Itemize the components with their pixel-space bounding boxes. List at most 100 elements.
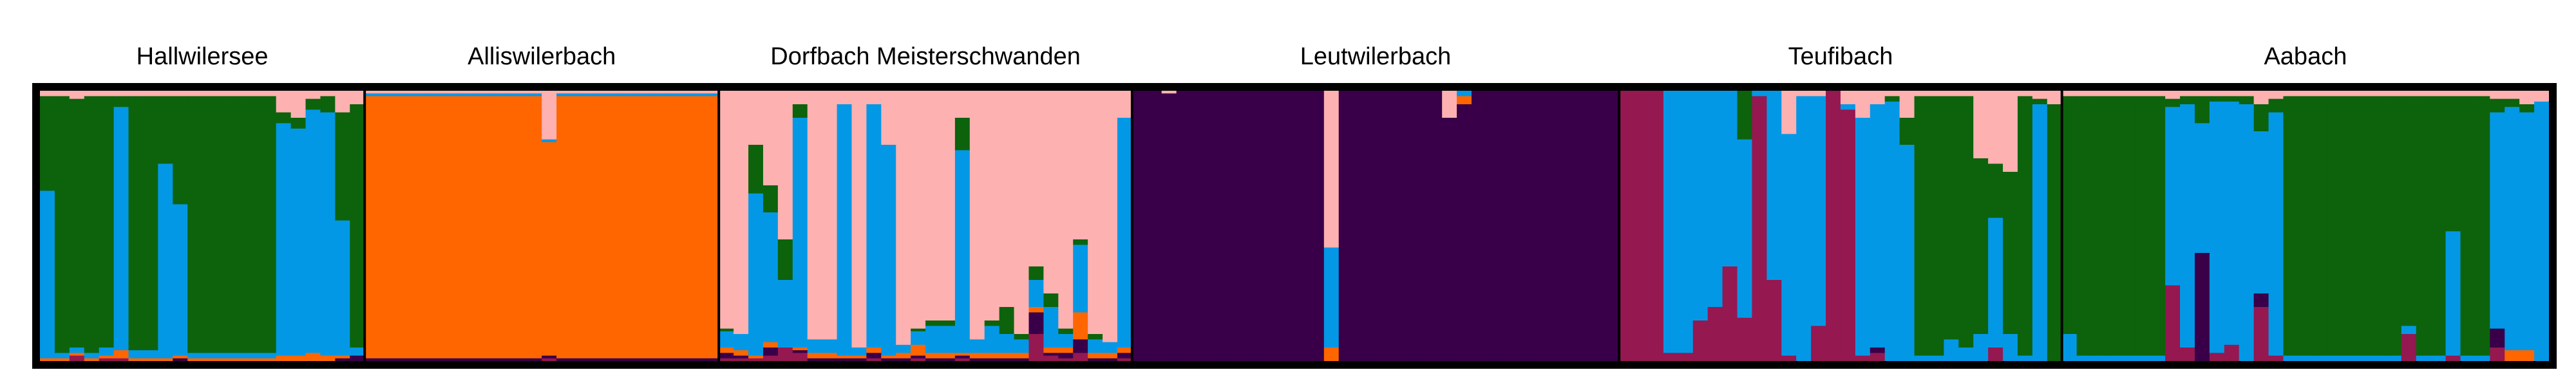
bar-segment-pop3-ind6-k4 bbox=[1220, 91, 1236, 362]
bar-segment-pop5-ind23-k0 bbox=[2401, 91, 2417, 97]
bar-segment-pop2-ind15-k2 bbox=[940, 326, 956, 353]
bar-segment-pop2-ind24-k2 bbox=[1073, 245, 1088, 313]
bar-segment-pop3-ind25-k4 bbox=[1501, 91, 1517, 362]
bar-segment-pop2-ind26-k3 bbox=[1103, 353, 1118, 359]
bar-segment-pop1-ind14-k0 bbox=[571, 91, 587, 94]
bar-segment-pop5-ind31-k3 bbox=[2519, 350, 2535, 362]
bar-segment-pop5-ind5-k0 bbox=[2136, 91, 2151, 97]
bar-segment-pop5-ind8-k0 bbox=[2180, 91, 2195, 97]
bar-segment-pop4-ind13-k5 bbox=[1811, 326, 1826, 362]
bar-segment-pop2-ind13-k0 bbox=[911, 91, 926, 329]
bar-segment-pop3-ind14-k4 bbox=[1338, 91, 1354, 362]
bar-segment-pop5-ind29-k0 bbox=[2490, 91, 2505, 99]
bar-segment-pop4-ind11-k0 bbox=[1781, 91, 1797, 135]
plot-frame bbox=[32, 83, 2557, 369]
bar-segment-pop0-ind2-k3 bbox=[69, 353, 85, 356]
bar-segment-pop4-ind5-k5 bbox=[1692, 320, 1709, 362]
bar-segment-pop0-ind8-k1 bbox=[158, 96, 173, 164]
bar-segment-pop2-ind10-k3 bbox=[866, 348, 882, 353]
bar-segment-pop5-ind30-k2 bbox=[2505, 107, 2520, 351]
bar-segment-pop0-ind17-k2 bbox=[290, 128, 307, 357]
bar-segment-pop0-ind0-k0 bbox=[40, 91, 55, 97]
bar-segment-pop0-ind15-k2 bbox=[261, 353, 277, 359]
bar-segment-pop4-ind18-k1 bbox=[1884, 96, 1900, 102]
bar-segment-pop2-ind12-k0 bbox=[896, 91, 911, 346]
bar-segment-pop5-ind9-k0 bbox=[2194, 91, 2210, 97]
bar-segment-pop2-ind0-k5 bbox=[719, 358, 734, 362]
bar-segment-pop2-ind22-k4 bbox=[1043, 353, 1059, 356]
bar-segment-pop0-ind12-k2 bbox=[217, 353, 232, 359]
bar-segment-pop0-ind21-k1 bbox=[350, 104, 365, 348]
bar-segment-pop3-ind17-k4 bbox=[1383, 91, 1399, 362]
bar-segment-pop2-ind10-k2 bbox=[866, 104, 882, 348]
bar-segment-pop5-ind30-k0 bbox=[2505, 91, 2520, 99]
bar-segment-pop5-ind0-k0 bbox=[2061, 91, 2078, 97]
bar-segment-pop3-ind11-k4 bbox=[1294, 91, 1310, 362]
bar-segment-pop2-ind23-k0 bbox=[1058, 91, 1074, 329]
bar-segment-pop1-ind5-k0 bbox=[438, 91, 454, 94]
bar-segment-pop5-ind6-k1 bbox=[2150, 96, 2166, 356]
bar-segment-pop5-ind30-k3 bbox=[2505, 350, 2520, 362]
bar-segment-pop5-ind3-k0 bbox=[2106, 91, 2121, 97]
bar-segment-pop2-ind13-k5 bbox=[911, 358, 926, 362]
bar-segment-pop1-ind10-k4 bbox=[512, 358, 527, 362]
bar-segment-pop1-ind22-k4 bbox=[689, 358, 705, 362]
bar-segment-pop5-ind15-k1 bbox=[2283, 96, 2298, 356]
bar-segment-pop4-ind5-k2 bbox=[1692, 91, 1709, 321]
bar-segment-pop0-ind11-k2 bbox=[202, 353, 218, 359]
bar-segment-pop4-ind28-k1 bbox=[2032, 98, 2048, 105]
bar-segment-pop3-ind5-k4 bbox=[1206, 91, 1222, 362]
bar-segment-pop5-ind16-k2 bbox=[2298, 355, 2313, 362]
bar-segment-pop4-ind9-k5 bbox=[1752, 96, 1767, 362]
bar-segment-pop2-ind22-k0 bbox=[1043, 91, 1059, 294]
bar-segment-pop1-ind21-k4 bbox=[674, 358, 690, 362]
population-label: Hallwilersee bbox=[137, 43, 269, 70]
bar-segment-pop1-ind13-k2 bbox=[556, 93, 572, 97]
bar-segment-pop5-ind4-k0 bbox=[2121, 91, 2136, 97]
bar-segment-pop2-ind0-k3 bbox=[719, 348, 734, 353]
bar-segment-pop5-ind21-k0 bbox=[2371, 91, 2387, 97]
bar-segment-pop4-ind12-k0 bbox=[1796, 91, 1812, 97]
bar-segment-pop5-ind17-k0 bbox=[2313, 91, 2328, 97]
bar-segment-pop5-ind24-k0 bbox=[2416, 91, 2432, 97]
bar-segment-pop1-ind3-k0 bbox=[408, 91, 424, 94]
bar-segment-pop2-ind14-k2 bbox=[925, 326, 941, 353]
bar-segment-pop0-ind7-k3 bbox=[143, 358, 158, 362]
bar-segment-pop1-ind17-k4 bbox=[615, 358, 631, 362]
bar-segment-pop2-ind20-k0 bbox=[1014, 91, 1030, 335]
bar-segment-pop3-ind9-k4 bbox=[1265, 91, 1280, 362]
bar-segment-pop5-ind14-k1 bbox=[2268, 98, 2284, 113]
bar-segment-pop3-ind2-k4 bbox=[1161, 93, 1177, 362]
bar-segment-pop5-ind6-k2 bbox=[2150, 355, 2166, 362]
bar-segment-pop3-ind19-k4 bbox=[1412, 91, 1428, 362]
bar-segment-pop1-ind19-k3 bbox=[645, 96, 661, 359]
bar-segment-pop5-ind9-k1 bbox=[2194, 96, 2210, 124]
bar-segment-pop0-ind14-k1 bbox=[246, 96, 262, 353]
bar-segment-pop2-ind6-k3 bbox=[807, 353, 823, 359]
bar-segment-pop0-ind3-k0 bbox=[84, 91, 100, 97]
bar-segment-pop2-ind24-k1 bbox=[1073, 239, 1088, 245]
bar-segment-pop2-ind2-k0 bbox=[748, 91, 764, 145]
bar-segment-pop5-ind10-k1 bbox=[2209, 96, 2225, 102]
bar-segment-pop0-ind8-k2 bbox=[158, 163, 173, 359]
bar-segment-pop4-ind26-k2 bbox=[2003, 334, 2018, 362]
bar-segment-pop0-ind13-k1 bbox=[231, 96, 247, 353]
bar-segment-pop2-ind8-k2 bbox=[837, 104, 853, 356]
bar-segment-pop1-ind0-k3 bbox=[365, 96, 380, 359]
bar-segment-pop5-ind13-k5 bbox=[2253, 307, 2269, 362]
bar-segment-pop2-ind4-k5 bbox=[777, 348, 793, 362]
bar-segment-pop1-ind8-k3 bbox=[482, 96, 498, 359]
bar-segment-pop0-ind20-k2 bbox=[335, 220, 350, 356]
bar-segment-pop2-ind18-k1 bbox=[984, 320, 1000, 326]
bar-segment-pop2-ind25-k2 bbox=[1088, 339, 1103, 353]
bar-segment-pop5-ind22-k2 bbox=[2386, 355, 2402, 362]
bar-segment-pop5-ind29-k4 bbox=[2490, 328, 2505, 348]
population-dividers bbox=[363, 91, 2063, 361]
bar-segment-pop4-ind17-k0 bbox=[1870, 91, 1886, 105]
bar-segment-pop0-ind6-k1 bbox=[128, 96, 144, 351]
bar-segment-pop0-ind19-k3 bbox=[320, 355, 336, 362]
bar-segment-pop0-ind4-k2 bbox=[99, 348, 115, 356]
bar-segment-pop0-ind21-k2 bbox=[350, 348, 365, 356]
bar-segment-pop2-ind20-k1 bbox=[1014, 334, 1030, 340]
bar-segment-pop4-ind16-k5 bbox=[1855, 355, 1871, 362]
